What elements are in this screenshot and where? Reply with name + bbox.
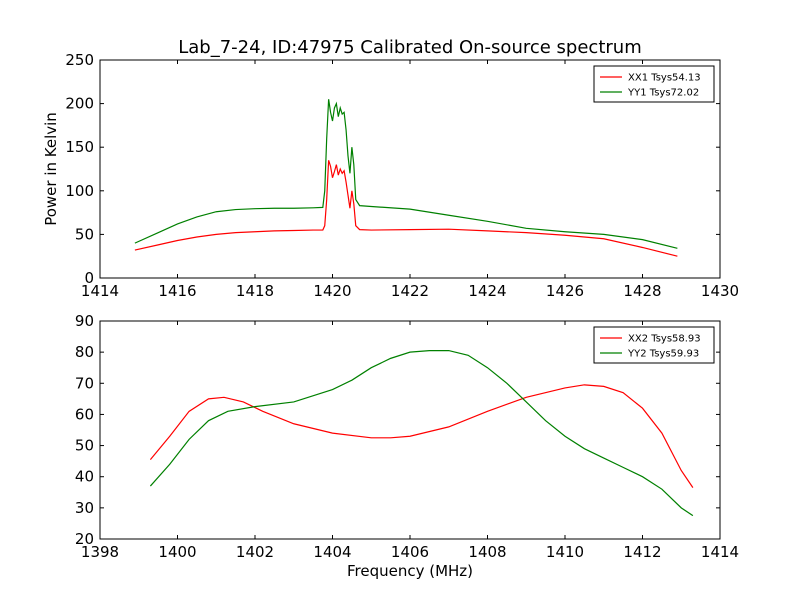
y-axis-label: Power in Kelvin xyxy=(42,112,60,226)
x-tick-label: 1426 xyxy=(546,282,584,300)
bottom-plot: 1398 1400 1402 1404 1406 1408 1410 1412 1414 20 30… xyxy=(75,312,739,580)
series-line-1 xyxy=(134,160,678,257)
x-axis-label: Frequency (MHz) xyxy=(347,562,473,580)
y-tick-label: 90 xyxy=(75,312,94,330)
x-tick-label: 1416 xyxy=(158,282,196,300)
top-plot: 1414 1416 1418 1420 1422 1424 1426 1428 1430 0 50 1… xyxy=(42,51,739,300)
y-tick-label: 30 xyxy=(75,499,94,517)
legend-label: XX2 Tsys58.93 xyxy=(628,334,701,345)
series-line-1 xyxy=(149,384,694,488)
x-tick-label: 1430 xyxy=(701,282,739,300)
y-tick-label: 80 xyxy=(75,343,94,361)
legend-box xyxy=(593,326,715,364)
legend-box xyxy=(593,65,715,103)
x-tick-label: 1422 xyxy=(391,282,429,300)
y-tick-label: 200 xyxy=(65,95,94,113)
x-tick-label: 1400 xyxy=(158,543,196,561)
x-tick-label: 1402 xyxy=(236,543,274,561)
x-tick-label: 1410 xyxy=(546,543,584,561)
y-tick-label: 50 xyxy=(75,225,94,243)
x-tick-label: 1414 xyxy=(701,543,739,561)
x-tick-label: 1420 xyxy=(313,282,351,300)
y-tick-label: 20 xyxy=(75,530,94,548)
x-tick-label: 1412 xyxy=(623,543,661,561)
legend-label: YY2 Tsys59.93 xyxy=(627,349,699,360)
x-tick-label: 1404 xyxy=(313,543,351,561)
legend-label: YY1 Tsys72.02 xyxy=(627,88,699,99)
chart-title: Lab_7-24, ID:47975 Calibrated On-source … xyxy=(178,37,641,58)
legend-label: XX1 Tsys54.13 xyxy=(628,73,701,84)
x-tick-label: 1406 xyxy=(391,543,429,561)
y-tick-label: 40 xyxy=(75,468,94,486)
y-tick-label: 60 xyxy=(75,405,94,423)
y-tick-label: 100 xyxy=(65,182,94,200)
x-tick-label: 1424 xyxy=(468,282,506,300)
x-tick-label: 1414 xyxy=(81,282,119,300)
legend: XX2 Tsys58.93 YY2 Tsys59.93 xyxy=(593,326,715,364)
y-tick-label: 150 xyxy=(65,138,94,156)
y-tick-label: 250 xyxy=(65,51,94,69)
y-tick-label: 0 xyxy=(84,269,94,287)
series-line-2 xyxy=(149,349,694,517)
x-tick-label: 1408 xyxy=(468,543,506,561)
x-tick-label: 1418 xyxy=(236,282,274,300)
y-tick-label: 50 xyxy=(75,437,94,455)
x-tick-label: 1428 xyxy=(623,282,661,300)
y-tick-label: 70 xyxy=(75,374,94,392)
x-tick-label: 1398 xyxy=(81,543,119,561)
legend: XX1 Tsys54.13 YY1 Tsys72.02 xyxy=(593,65,715,103)
series-line-2 xyxy=(134,99,678,249)
